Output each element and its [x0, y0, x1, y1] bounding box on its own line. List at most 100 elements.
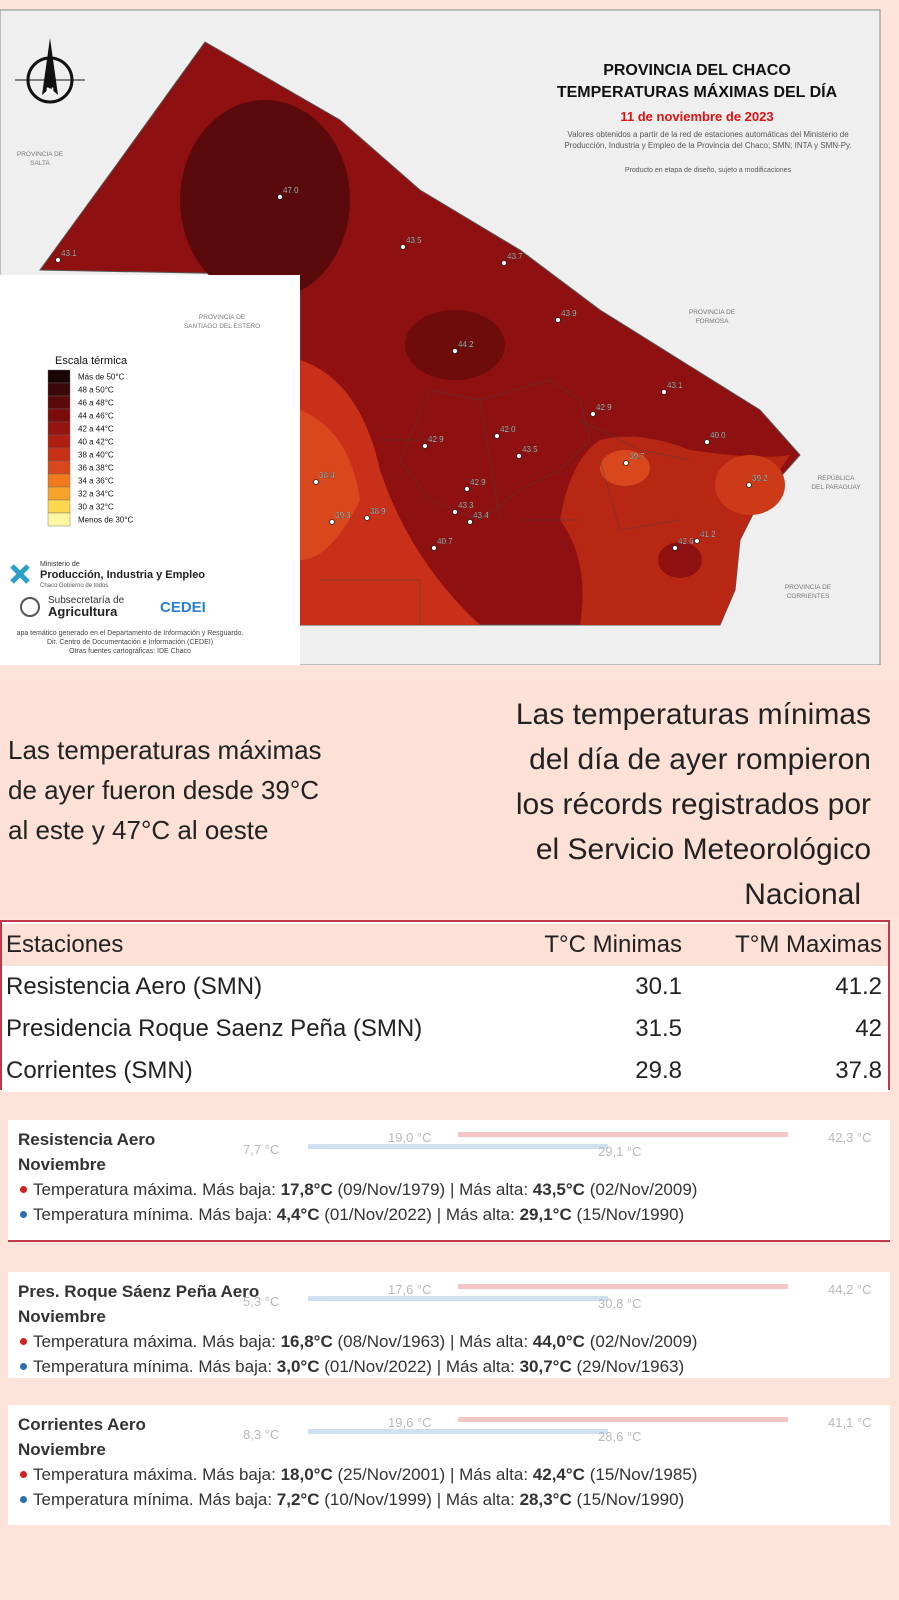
background-label: 19,0 °C [388, 1130, 432, 1145]
text-left: al este y 47°C al oeste [8, 815, 269, 845]
legend-swatch [47, 408, 71, 423]
record-label: Temperatura máxima. Más baja: [33, 1180, 276, 1199]
station-dot [452, 509, 458, 515]
station-value: 41.2 [700, 530, 716, 539]
logos: Ministerio de Producción, Industria y Em… [10, 561, 244, 655]
station-dot [694, 538, 700, 544]
text-left: de ayer fueron desde 39°C [8, 775, 320, 805]
station-dot [464, 486, 470, 492]
legend: Más de 50°C 48 a 50°C 46 a 48°C 44 a 46°C 42… [47, 369, 133, 527]
table-cell: Estaciones [6, 931, 124, 958]
station-value: 39.7 [629, 452, 645, 461]
record-date: (02/Nov/2009) [589, 1332, 698, 1351]
region-label: PROVINCIA DE [17, 151, 64, 158]
station-dot [364, 515, 370, 521]
legend-swatch [47, 460, 71, 475]
record-low: 4,4°C [276, 1205, 320, 1224]
station-dot [746, 482, 752, 488]
table-cell: Corrientes (SMN) [6, 1057, 193, 1084]
legend-swatch [47, 486, 71, 501]
record-high: 42,4°C [532, 1465, 585, 1484]
record-date: (29/Nov/1963) [576, 1357, 685, 1376]
legend-label: 46 a 48°C [78, 399, 114, 408]
text-right: los récords registrados por [515, 788, 871, 821]
stations: 47.0 43.1 43.5 43.7 43.9 44.2 43.1 42.9 42.0 42.9… [55, 186, 768, 551]
record-card: 8,3 °C 19,6 °C 28,6 °C 41,1 °C Corrientes Ae… [8, 1405, 890, 1525]
station-dot [555, 317, 561, 323]
warm-zone [300, 410, 360, 560]
hot-zone [405, 310, 505, 380]
station-value: 43.3 [458, 501, 474, 510]
station-value: 42.0 [500, 425, 516, 434]
station-value: 42.6 [678, 537, 694, 546]
table-cell: 29.8 [635, 1057, 682, 1084]
bar-blue [308, 1296, 608, 1301]
legend-label: 40 a 42°C [78, 438, 114, 447]
station-value: 38.4 [319, 471, 335, 480]
bar-red [458, 1417, 788, 1422]
bullet [20, 1186, 27, 1193]
record-line: Temperatura mínima. Más baja: 3,0°C (01/… [16, 1357, 684, 1377]
legend-title: Escala térmica [55, 355, 128, 367]
record-date: (01/Nov/2022) [324, 1205, 432, 1224]
station-dot [704, 439, 710, 445]
record-date: (15/Nov/1990) [576, 1205, 685, 1224]
month: Noviembre [18, 1307, 106, 1326]
station-value: 43.5 [522, 445, 538, 454]
record-line: Temperatura máxima. Más baja: 18,0°C (25… [16, 1465, 697, 1485]
background-label: 5,3 °C [243, 1294, 280, 1309]
bullet [20, 1338, 27, 1345]
background-label: 44,2 °C [828, 1282, 872, 1297]
legend-panel [0, 275, 300, 665]
station-dot [55, 257, 61, 263]
text-right: del día de ayer rompieron [529, 743, 871, 776]
background-label: 41,1 °C [828, 1415, 872, 1430]
source-note: Producción, Industria y Empleo de la Pro… [564, 141, 851, 150]
legend-swatch [47, 434, 71, 449]
region-label: DEL PARAGUAY [811, 484, 861, 491]
table-cell: T°M Maximas [735, 931, 882, 958]
region-labels: PROVINCIA DE SALTA PROVINCIA DE SANTIAGO DE… [17, 151, 861, 600]
month: Noviembre [18, 1440, 106, 1459]
record-date: (01/Nov/2022) [324, 1357, 432, 1376]
legend-swatch [47, 447, 71, 462]
region-label: SANTIAGO DEL ESTERO [184, 323, 260, 330]
record-date: (25/Nov/2001) [337, 1465, 446, 1484]
source-note: Valores obtenidos a partir de la red de … [567, 130, 849, 139]
station-value: 43.1 [61, 249, 77, 258]
record-high: 43,5°C [532, 1180, 585, 1199]
background-label: 42,3 °C [828, 1130, 872, 1145]
background-label: 28,6 °C [598, 1429, 642, 1444]
station-value: 43.1 [667, 381, 683, 390]
record-low: 18,0°C [280, 1465, 333, 1484]
legend-swatch [47, 395, 71, 410]
logo-text: CEDEI [160, 599, 206, 616]
record-low: 17,8°C [280, 1180, 333, 1199]
bullet [20, 1496, 27, 1503]
table-row: Presidencia Roque Saenz Peña (SMN) 31.5 42 [2, 1008, 888, 1050]
legend-swatch [47, 512, 71, 527]
station-dot [467, 519, 473, 525]
logo-text: Chaco Gobierno de todos [40, 583, 108, 589]
record-high: 28,3°C [519, 1490, 572, 1509]
department-borders [320, 379, 691, 625]
logo-text: Subsecretaría de [48, 595, 125, 606]
record-label: | Más alta: [436, 1490, 515, 1509]
bar-blue [308, 1429, 608, 1434]
text-left: Las temperaturas máximas [8, 735, 322, 765]
credits: apa temático generado en el Departamento… [17, 630, 244, 637]
record-label: Temperatura mínima. Más baja: [33, 1205, 273, 1224]
station-dot [623, 460, 629, 466]
record-line: Temperatura mínima. Más baja: 7,2°C (10/… [16, 1490, 684, 1510]
map-title: TEMPERATURAS MÁXIMAS DEL DÍA [557, 82, 838, 101]
station-value: 39.2 [752, 474, 768, 483]
legend-label: Más de 50°C [78, 373, 125, 382]
station-value: 47.0 [283, 186, 299, 195]
background-label: 29,1 °C [598, 1144, 642, 1159]
map-date: 11 de noviembre de 2023 [620, 109, 773, 124]
record-high: 44,0°C [532, 1332, 585, 1351]
record-low: 7,2°C [276, 1490, 320, 1509]
station-dot [277, 194, 283, 200]
compass: N [15, 38, 85, 104]
station-value: 38.9 [370, 507, 386, 516]
